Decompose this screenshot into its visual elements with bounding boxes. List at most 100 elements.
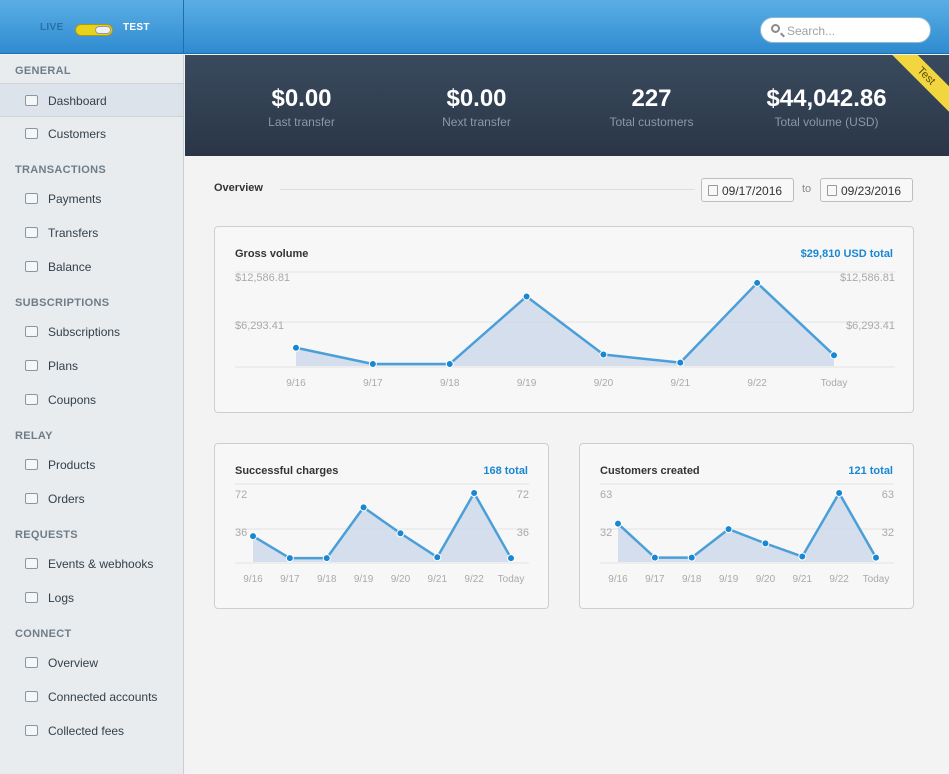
data-point[interactable] — [830, 351, 838, 360]
live-test-toggle[interactable] — [75, 24, 113, 36]
customers-created-panel: Customers created 121 total 63 63 32 32 9/16… — [579, 443, 914, 609]
data-point[interactable] — [798, 552, 807, 561]
sidebar-item-logs[interactable]: Logs — [0, 581, 183, 615]
data-point[interactable] — [599, 350, 608, 359]
sidebar-section-title: SUBSCRIPTIONS — [15, 297, 110, 309]
sidebar-item-transfers[interactable]: Transfers — [0, 216, 183, 250]
data-point[interactable] — [322, 554, 331, 563]
sidebar-item-plans[interactable]: Plans — [0, 349, 183, 383]
stat-label: Next transfer — [442, 115, 511, 129]
sidebar-item-label: Logs — [48, 591, 75, 605]
mode-switch-area: LIVE TEST — [0, 0, 184, 54]
stat-label: Total volume (USD) — [774, 115, 879, 129]
sidebar-item-subscriptions[interactable]: Subscriptions — [0, 315, 183, 349]
test-mode-label[interactable]: TEST — [123, 22, 150, 33]
live-mode-label[interactable]: LIVE — [40, 22, 64, 33]
x-tick-label: 9/19 — [517, 378, 537, 389]
sidebar-item-balance[interactable]: Balance — [0, 250, 183, 284]
data-point[interactable] — [753, 278, 762, 287]
data-point[interactable] — [359, 503, 368, 512]
events-icon — [25, 558, 38, 569]
sidebar-item-products[interactable]: Products — [0, 448, 183, 482]
stat-block: $0.00 Last transfer — [214, 55, 389, 129]
sidebar-section-title: GENERAL — [15, 65, 71, 77]
top-bar: LIVE TEST — [0, 0, 949, 54]
sidebar-item-label: Connected accounts — [48, 690, 158, 704]
from-date-value[interactable]: 09/17/2016 — [722, 184, 783, 198]
panel-total[interactable]: $29,810 USD total — [800, 248, 893, 260]
x-tick-label: 9/16 — [243, 574, 263, 585]
search-box[interactable] — [760, 17, 931, 43]
data-point[interactable] — [507, 554, 515, 563]
toggle-knob[interactable] — [95, 26, 111, 34]
chart-icon — [25, 95, 38, 106]
x-tick-label: 9/17 — [645, 574, 665, 585]
from-date-picker[interactable]: 09/17/2016 — [701, 178, 794, 202]
sidebar-item-label: Plans — [48, 359, 79, 373]
data-point[interactable] — [470, 489, 479, 497]
x-tick-label: 9/22 — [829, 574, 849, 585]
data-point[interactable] — [687, 553, 696, 562]
x-tick-label: 9/17 — [280, 574, 300, 585]
data-point[interactable] — [761, 539, 770, 548]
y-tick-label: $12,586.81 — [840, 272, 895, 284]
series-area — [618, 493, 876, 562]
logs-icon — [25, 592, 38, 603]
to-date-picker[interactable]: 09/23/2016 — [820, 178, 913, 202]
search-input[interactable] — [787, 22, 922, 39]
chart-svg: $12,586.81 $12,586.81 $6,293.41 $6,293.41 9/… — [235, 271, 895, 389]
sidebar-item-connected-accounts[interactable]: Connected accounts — [0, 680, 183, 714]
series-line — [252, 491, 513, 560]
sidebar-item-label: Coupons — [48, 393, 97, 407]
sidebar-item-orders[interactable]: Orders — [0, 482, 183, 516]
data-point[interactable] — [249, 532, 257, 541]
x-tick-label: Today — [821, 378, 848, 389]
data-point[interactable] — [872, 553, 880, 562]
sidebar-item-label: Events & webhooks — [48, 557, 154, 571]
calendar-icon — [708, 185, 718, 196]
data-point[interactable] — [676, 358, 685, 367]
sidebar-item-label: Orders — [48, 492, 85, 506]
series-line — [617, 491, 878, 559]
sidebar-item-overview[interactable]: Overview — [0, 646, 183, 680]
to-date-value[interactable]: 09/23/2016 — [841, 184, 902, 198]
panel-total[interactable]: 168 total — [483, 465, 528, 477]
stat-label: Last transfer — [268, 115, 335, 129]
series-line — [295, 281, 835, 366]
data-point[interactable] — [650, 553, 659, 562]
data-point[interactable] — [285, 554, 294, 563]
x-tick-label: 9/21 — [671, 378, 691, 389]
data-point[interactable] — [292, 343, 300, 352]
sidebar-item-dashboard[interactable]: Dashboard — [0, 83, 183, 117]
stat-value: $0.00 — [271, 85, 332, 112]
basket-icon — [25, 493, 38, 504]
x-tick-label: 9/21 — [428, 574, 448, 585]
sidebar-item-payments[interactable]: Payments — [0, 182, 183, 216]
panel-title: Customers created — [600, 465, 700, 477]
data-point[interactable] — [396, 529, 405, 538]
stat-label: Total customers — [609, 115, 694, 129]
search-icon — [771, 24, 780, 33]
y-tick-label: 32 — [882, 527, 894, 539]
data-point[interactable] — [368, 359, 377, 368]
stat-block: $44,042.86 Total volume (USD) — [739, 55, 914, 129]
data-point[interactable] — [433, 553, 442, 562]
data-point[interactable] — [724, 525, 733, 534]
sidebar-item-coupons[interactable]: Coupons — [0, 383, 183, 417]
sidebar-item-customers[interactable]: Customers — [0, 117, 183, 151]
x-tick-label: 9/19 — [719, 574, 739, 585]
customers-icon — [25, 128, 38, 139]
sidebar-item-events-webhooks[interactable]: Events & webhooks — [0, 547, 183, 581]
data-point[interactable] — [835, 489, 844, 497]
sidebar-item-collected-fees[interactable]: Collected fees — [0, 714, 183, 748]
sidebar-section-title: RELAY — [15, 430, 53, 442]
stat-value: $44,042.86 — [766, 85, 887, 112]
panel-total[interactable]: 121 total — [848, 465, 893, 477]
x-tick-label: 9/20 — [391, 574, 411, 585]
sidebar-section-title: REQUESTS — [15, 529, 78, 541]
data-point[interactable] — [614, 519, 622, 528]
data-point[interactable] — [522, 292, 531, 301]
series-area — [296, 282, 834, 366]
x-tick-label: 9/20 — [594, 378, 614, 389]
data-point[interactable] — [445, 359, 454, 368]
